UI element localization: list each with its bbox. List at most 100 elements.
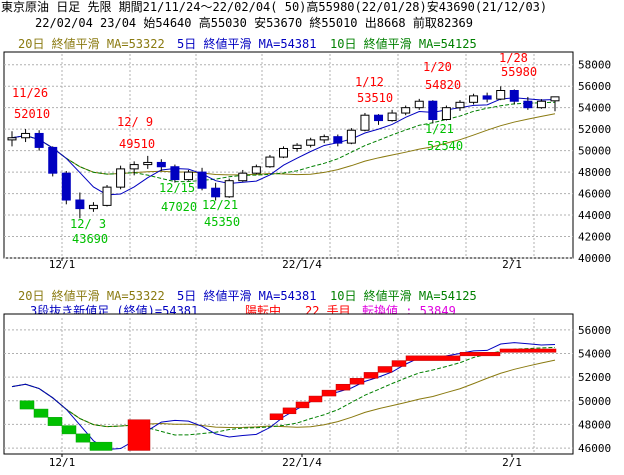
new-price-block <box>308 395 323 403</box>
candle-body <box>550 96 560 102</box>
candle-body <box>536 100 546 109</box>
chart-header-line2: 22/02/04 23/04 始54640 高55030 安53670 終550… <box>35 16 474 30</box>
candle-body <box>197 171 207 189</box>
candle-body <box>7 137 17 141</box>
new-price-block <box>335 383 351 391</box>
top-ma10-line <box>11 101 556 183</box>
candle-body <box>75 199 85 210</box>
top-ma5-line <box>11 97 556 196</box>
candle-body <box>469 95 479 103</box>
candle-body <box>441 107 451 120</box>
candle-body <box>238 172 248 182</box>
top-y-tick-label: 40000 <box>578 252 611 265</box>
top-x-tick-label: 22/1/4 <box>282 258 322 271</box>
candle-body <box>428 100 438 120</box>
top-x-tick-label: 12/1 <box>49 258 76 271</box>
candle-body <box>156 161 166 168</box>
top-y-tick-label: 56000 <box>578 80 611 93</box>
annotation-date: 12/21 <box>202 198 238 212</box>
top-y-tick-label: 58000 <box>578 59 611 72</box>
bottom-y-tick-label: 52000 <box>578 371 611 384</box>
annotation-date: 12/15 <box>159 181 195 195</box>
candle-body <box>143 161 153 166</box>
chart-header-line1: 東京原油 日足 先限 期間21/11/24～22/02/04( 50)高5598… <box>1 0 548 14</box>
bottom-x-tick-label: 12/1 <box>49 456 76 469</box>
bottom-legend-ma10: 10日 終値平滑 MA=54125 <box>330 289 477 303</box>
candle-body <box>279 147 288 158</box>
new-price-block <box>19 400 35 410</box>
candle-body <box>48 146 58 174</box>
new-price-block <box>127 419 151 451</box>
bottom-x-tick-label: 22/1/4 <box>282 456 322 469</box>
top-legend-ma20: 20日 終値平滑 MA=53322 <box>18 37 165 51</box>
new-price-block <box>377 366 393 373</box>
annotation-value: 52540 <box>427 139 463 153</box>
candle-body <box>129 164 139 170</box>
annotation-value: 49510 <box>119 137 155 151</box>
annotation-value: 54820 <box>425 78 461 92</box>
annotation-date: 12/ 9 <box>117 115 153 129</box>
candle-body <box>61 172 71 201</box>
annotation-value: 53510 <box>357 91 393 105</box>
candle-body <box>102 186 112 206</box>
candle-body <box>306 139 316 146</box>
candle-body <box>346 129 356 144</box>
new-price-block <box>89 441 113 451</box>
bottom-y-tick-label: 50000 <box>578 395 611 408</box>
top-legend-ma5: 5日 終値平滑 MA=54381 <box>177 37 317 51</box>
annotation-date: 1/12 <box>355 75 384 89</box>
new-price-block <box>363 372 379 379</box>
candle-body <box>319 136 329 141</box>
top-y-tick-label: 54000 <box>578 102 611 115</box>
annotation-value: 55980 <box>501 65 537 79</box>
new-price-block <box>295 401 310 409</box>
top-y-tick-label: 48000 <box>578 166 611 179</box>
candle-body <box>251 166 261 174</box>
top-y-tick-label: 52000 <box>578 123 611 136</box>
new-price-block <box>33 408 49 418</box>
new-price-block <box>349 378 365 385</box>
bottom-y-tick-label: 54000 <box>578 347 611 360</box>
top-legend-ma10: 10日 終値平滑 MA=54125 <box>330 37 477 51</box>
candle-body <box>333 136 343 144</box>
new-price-block <box>282 407 297 415</box>
candle-body <box>414 100 424 109</box>
new-price-block <box>405 355 461 361</box>
candle-body <box>34 132 44 148</box>
top-y-tick-label: 44000 <box>578 209 611 222</box>
annotation-date: 1/21 <box>425 122 454 136</box>
new-price-block <box>269 413 284 420</box>
annotation-date: 1/28 <box>499 51 528 65</box>
candle-body <box>482 95 492 100</box>
candle-body <box>211 187 221 198</box>
candle-body <box>224 180 234 198</box>
bottom-legend-ma20: 20日 終値平滑 MA=53322 <box>18 289 165 303</box>
candle-body <box>116 168 126 188</box>
annotation-value: 47020 <box>161 200 197 214</box>
new-price-block <box>321 389 337 397</box>
candle-body <box>374 114 384 122</box>
top-y-tick-label: 46000 <box>578 188 611 201</box>
new-price-block <box>75 433 91 443</box>
candle-body <box>455 101 465 109</box>
candle-body <box>360 114 370 131</box>
candle-body <box>183 171 193 181</box>
candle-body <box>170 166 180 181</box>
candle-body <box>496 90 506 100</box>
new-price-block <box>459 352 501 357</box>
annotation-date: 11/26 <box>12 86 48 100</box>
annotation-date: 1/20 <box>423 60 452 74</box>
top-ma20-line <box>11 113 556 176</box>
new-price-block <box>47 417 63 426</box>
bottom-x-tick-label: 2/1 <box>502 456 522 469</box>
bottom-y-tick-label: 56000 <box>578 324 611 337</box>
new-price-block <box>61 425 77 435</box>
candle-body <box>88 204 98 210</box>
top-x-tick-label: 2/1 <box>502 258 522 271</box>
candle-body <box>509 90 519 102</box>
candle-body <box>401 107 411 114</box>
annotation-value: 45350 <box>204 215 240 229</box>
annotation-value: 43690 <box>72 232 108 246</box>
bottom-panel-frame <box>3 313 574 455</box>
